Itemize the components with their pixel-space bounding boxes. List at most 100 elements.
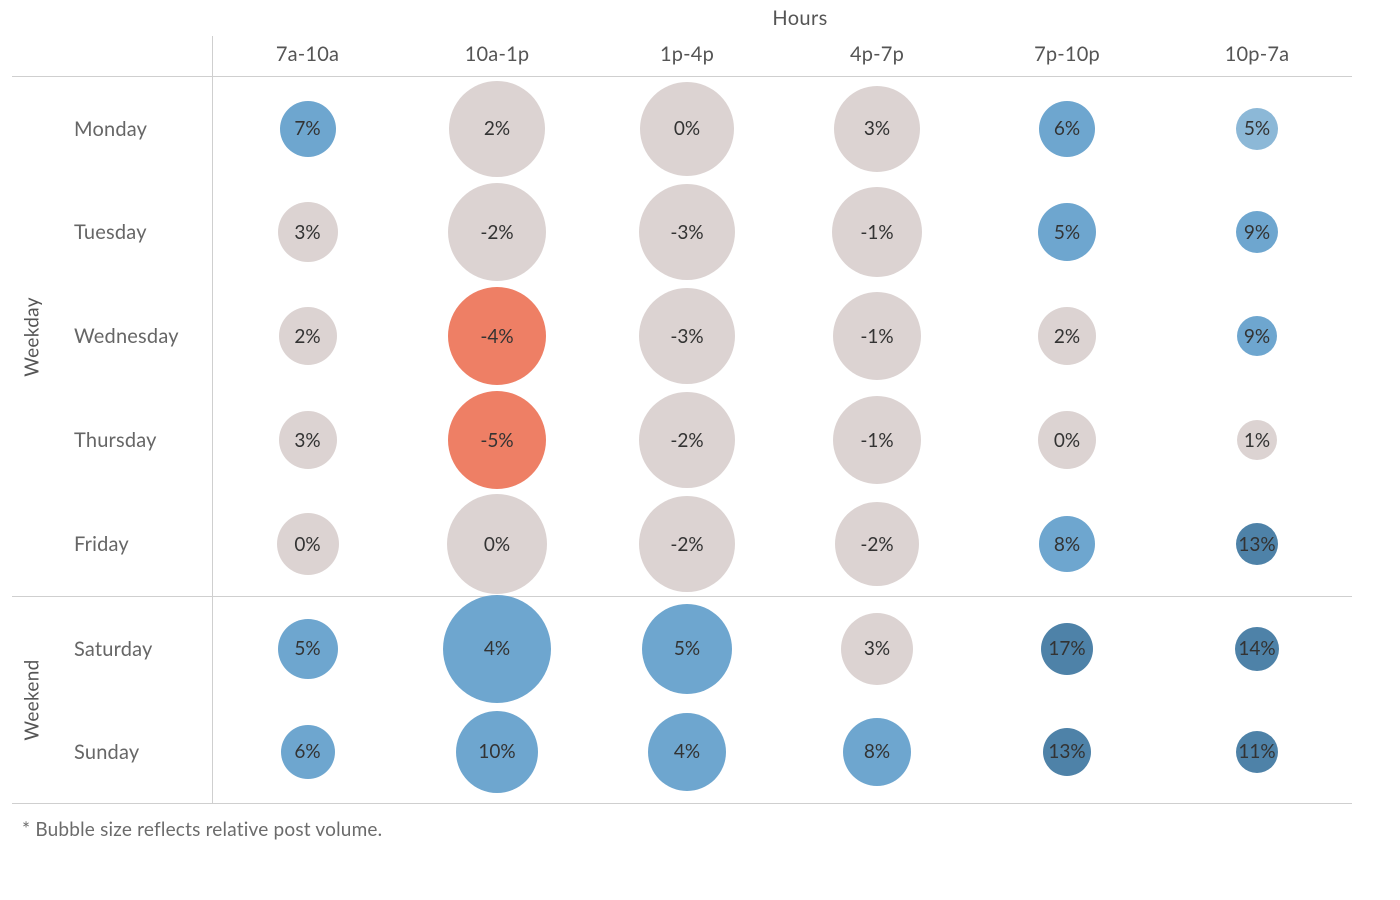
bubble-cell: 2% (402, 76, 592, 180)
bubble: -3% (639, 288, 735, 384)
bubble: -2% (639, 392, 735, 488)
bubble-cell: 6% (212, 700, 402, 804)
x-axis-title: Hours (12, 6, 1388, 30)
bubble: 5% (642, 604, 732, 694)
bubble: 3% (834, 86, 920, 172)
chart-grid: 7a-10a 10a-1p 1p-4p 4p-7p 7p-10p 10p-7a … (12, 36, 1388, 804)
bubble: 17% (1041, 623, 1093, 675)
bubble-cell: -2% (592, 492, 782, 596)
bubble: 1% (1237, 420, 1277, 460)
bubble: 9% (1237, 316, 1277, 356)
bubble: 9% (1236, 211, 1278, 253)
bubble: 13% (1236, 523, 1278, 565)
bubble: -1% (832, 187, 922, 277)
bubble-cell: -4% (402, 284, 592, 388)
bubble-cell: 14% (1162, 596, 1352, 700)
bubble: 7% (280, 101, 336, 157)
bubble-cell: 8% (782, 700, 972, 804)
bubble: 11% (1236, 731, 1278, 773)
bubble-cell: 17% (972, 596, 1162, 700)
bubble-cell: 4% (402, 596, 592, 700)
bubble-cell: 5% (972, 180, 1162, 284)
bubble-cell: 0% (212, 492, 402, 596)
col-header: 10p-7a (1162, 36, 1352, 76)
bubble: -2% (639, 496, 735, 592)
bubble-cell: -1% (782, 284, 972, 388)
col-header: 10a-1p (402, 36, 592, 76)
bubble-cell: 3% (782, 596, 972, 700)
bubble-cell: 0% (972, 388, 1162, 492)
bubble: 14% (1235, 627, 1279, 671)
bubble: 2% (449, 81, 545, 177)
bubble-cell: 7% (212, 76, 402, 180)
bubble: 0% (277, 513, 339, 575)
bubble: -3% (639, 184, 735, 280)
col-header: 4p-7p (782, 36, 972, 76)
col-header: 7p-10p (972, 36, 1162, 76)
row-label: Saturday (52, 596, 212, 700)
bubble-cell: 6% (972, 76, 1162, 180)
row-group-label-text: Weekend (21, 659, 44, 740)
bubble-cell: 13% (972, 700, 1162, 804)
bubble-cell: 11% (1162, 700, 1352, 804)
row-label: Friday (52, 492, 212, 596)
row-label: Monday (52, 76, 212, 180)
bubble-cell: -5% (402, 388, 592, 492)
bubble: -2% (835, 502, 919, 586)
bubble: -4% (448, 287, 546, 385)
bubble-cell: 0% (592, 76, 782, 180)
bubble: 5% (1038, 203, 1096, 261)
bubble-cell: 1% (1162, 388, 1352, 492)
chart-footnote: * Bubble size reflects relative post vol… (12, 804, 1388, 841)
row-group-label: Weekday (12, 76, 52, 596)
row-group-label-text: Weekday (21, 297, 44, 377)
bubble-cell: 3% (782, 76, 972, 180)
bubble: 0% (447, 494, 547, 594)
row-label: Thursday (52, 388, 212, 492)
bubble: 5% (1236, 108, 1278, 150)
bubble-cell: 5% (592, 596, 782, 700)
bubble-cell: -2% (782, 492, 972, 596)
bubble-cell: -2% (592, 388, 782, 492)
bubble-cell: -1% (782, 180, 972, 284)
bubble-cell: 13% (1162, 492, 1352, 596)
bubble: 4% (443, 595, 551, 703)
row-label: Wednesday (52, 284, 212, 388)
bubble: 3% (841, 613, 913, 685)
bubble-cell: 8% (972, 492, 1162, 596)
bubble: -1% (833, 396, 921, 484)
bubble: 2% (279, 307, 337, 365)
bubble-cell: 0% (402, 492, 592, 596)
bubble-grid-chart: Hours 7a-10a 10a-1p 1p-4p 4p-7p 7p-10p 1… (0, 0, 1400, 900)
bubble: -2% (448, 183, 546, 281)
bubble: 6% (1039, 101, 1095, 157)
bubble: 2% (1038, 307, 1096, 365)
bubble: 5% (278, 619, 338, 679)
row-label: Tuesday (52, 180, 212, 284)
bubble: 10% (456, 711, 538, 793)
bubble-cell: 3% (212, 388, 402, 492)
bubble-cell: 3% (212, 180, 402, 284)
bubble-cell: 10% (402, 700, 592, 804)
col-header: 7a-10a (212, 36, 402, 76)
bubble-cell: 4% (592, 700, 782, 804)
bubble-cell: 5% (212, 596, 402, 700)
bubble: 8% (843, 718, 911, 786)
bubble-cell: 5% (1162, 76, 1352, 180)
bubble: 6% (281, 725, 335, 779)
bubble: 0% (1038, 411, 1096, 469)
bubble: -1% (833, 292, 921, 380)
bubble-cell: 9% (1162, 180, 1352, 284)
col-header: 1p-4p (592, 36, 782, 76)
row-group-label: Weekend (12, 596, 52, 804)
bubble: 3% (278, 202, 338, 262)
bubble: 8% (1039, 516, 1095, 572)
bubble: 4% (648, 713, 726, 791)
bubble-cell: -1% (782, 388, 972, 492)
bubble-cell: 9% (1162, 284, 1352, 388)
row-label: Sunday (52, 700, 212, 804)
bubble: 0% (640, 82, 734, 176)
bubble-cell: 2% (972, 284, 1162, 388)
bubble-cell: -3% (592, 180, 782, 284)
bubble-cell: -3% (592, 284, 782, 388)
